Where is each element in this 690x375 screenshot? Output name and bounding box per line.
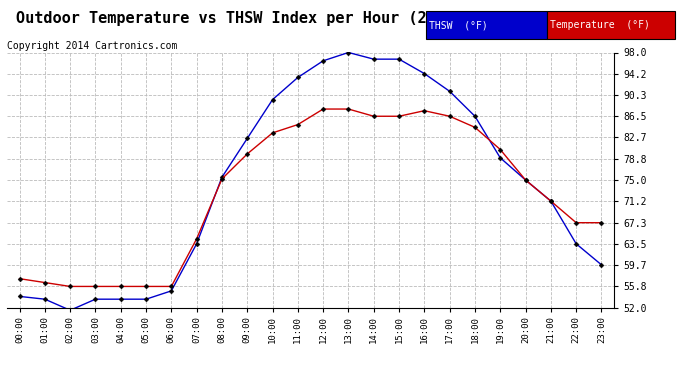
- Text: Temperature  (°F): Temperature (°F): [550, 21, 650, 30]
- Text: Copyright 2014 Cartronics.com: Copyright 2014 Cartronics.com: [7, 41, 177, 51]
- Text: Outdoor Temperature vs THSW Index per Hour (24 Hours)  20140521: Outdoor Temperature vs THSW Index per Ho…: [16, 11, 591, 26]
- Text: THSW  (°F): THSW (°F): [429, 21, 488, 30]
